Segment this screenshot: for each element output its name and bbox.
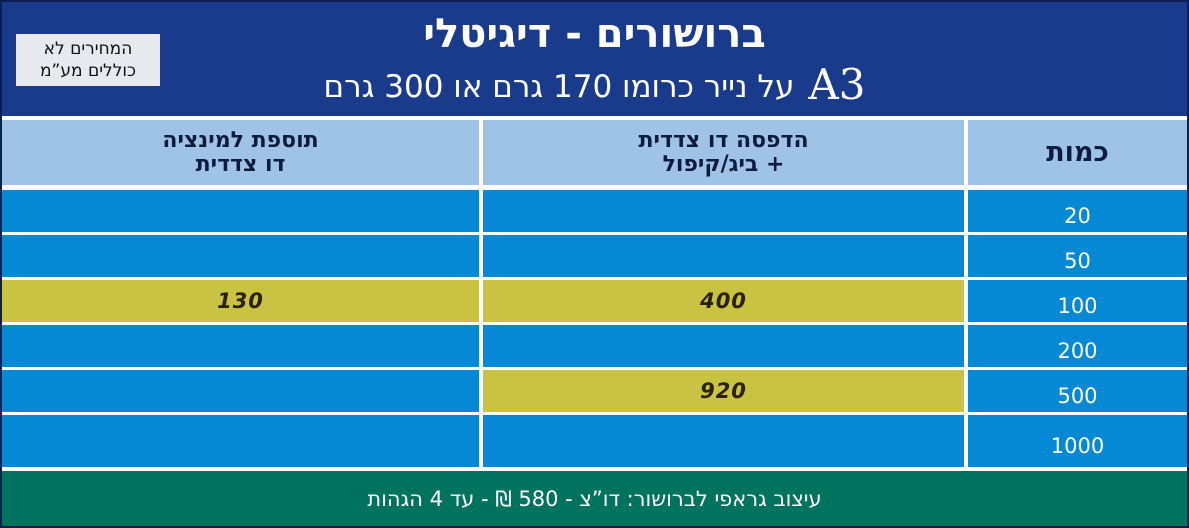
print-price-cell — [483, 415, 964, 467]
page-title: ברושורים - דיגיטלי — [423, 11, 766, 57]
quantity-value: 1000 — [1050, 434, 1105, 458]
paper-description: על נייר כרומו 170 גרם או 300 גרם — [323, 69, 795, 105]
paper-size: A3 — [808, 60, 866, 109]
column-header-quantity-label: כמות — [1046, 136, 1109, 168]
column-header-print-line1: הדפסה דו צדדית — [638, 127, 809, 153]
quantity-cell: 100 — [968, 280, 1187, 322]
footer-text: עיצוב גראפי לברושור: דו”צ - 580 ₪ - עד 4… — [367, 486, 822, 511]
column-header-print: הדפסה דו צדדית + ביג/קיפול — [483, 120, 964, 185]
quantity-value: 100 — [1057, 294, 1098, 318]
vat-note-line1: המחירים לא — [43, 39, 133, 59]
quantity-cell: 50 — [968, 235, 1187, 277]
column-header-quantity: כמות — [968, 120, 1187, 185]
print-price-cell — [483, 325, 964, 367]
print-price-cell: 400 — [483, 280, 964, 322]
column-header-lamination-line1: תוספת למינציה — [162, 127, 319, 153]
column-header-lamination-line2: דו צדדית — [195, 151, 286, 177]
column-header-print-line2: + ביג/קיפול — [662, 151, 785, 177]
vat-note-line2: כוללים מע”מ — [40, 61, 136, 81]
header-banner: ברושורים - דיגיטלי A3על נייר כרומו 170 ג… — [2, 2, 1187, 116]
quantity-cell: 500 — [968, 370, 1187, 412]
print-price-cell: 920 — [483, 370, 964, 412]
quantity-cell: 20 — [968, 190, 1187, 232]
lamination-price-cell: 130 — [2, 280, 479, 322]
print-price: 920 — [700, 379, 747, 403]
lamination-price: 130 — [217, 289, 264, 313]
page-subtitle: A3על נייר כרומו 170 גרם או 300 גרם — [2, 64, 1187, 108]
lamination-price-cell — [2, 190, 479, 232]
quantity-value: 500 — [1057, 384, 1098, 408]
print-price: 400 — [700, 289, 747, 313]
print-price-cell — [483, 190, 964, 232]
quantity-value: 50 — [1064, 249, 1091, 273]
quantity-value: 200 — [1057, 339, 1098, 363]
lamination-price-cell — [2, 325, 479, 367]
vat-note: המחירים לא כוללים מע”מ — [16, 34, 160, 86]
quantity-cell: 1000 — [968, 415, 1187, 467]
quantity-cell: 200 — [968, 325, 1187, 367]
print-price-cell — [483, 235, 964, 277]
lamination-price-cell — [2, 370, 479, 412]
column-header-lamination: תוספת למינציה דו צדדית — [2, 120, 479, 185]
footer-design-note: עיצוב גראפי לברושור: דו”צ - 580 ₪ - עד 4… — [2, 471, 1187, 526]
lamination-price-cell — [2, 235, 479, 277]
quantity-value: 20 — [1064, 204, 1091, 228]
lamination-price-cell — [2, 415, 479, 467]
